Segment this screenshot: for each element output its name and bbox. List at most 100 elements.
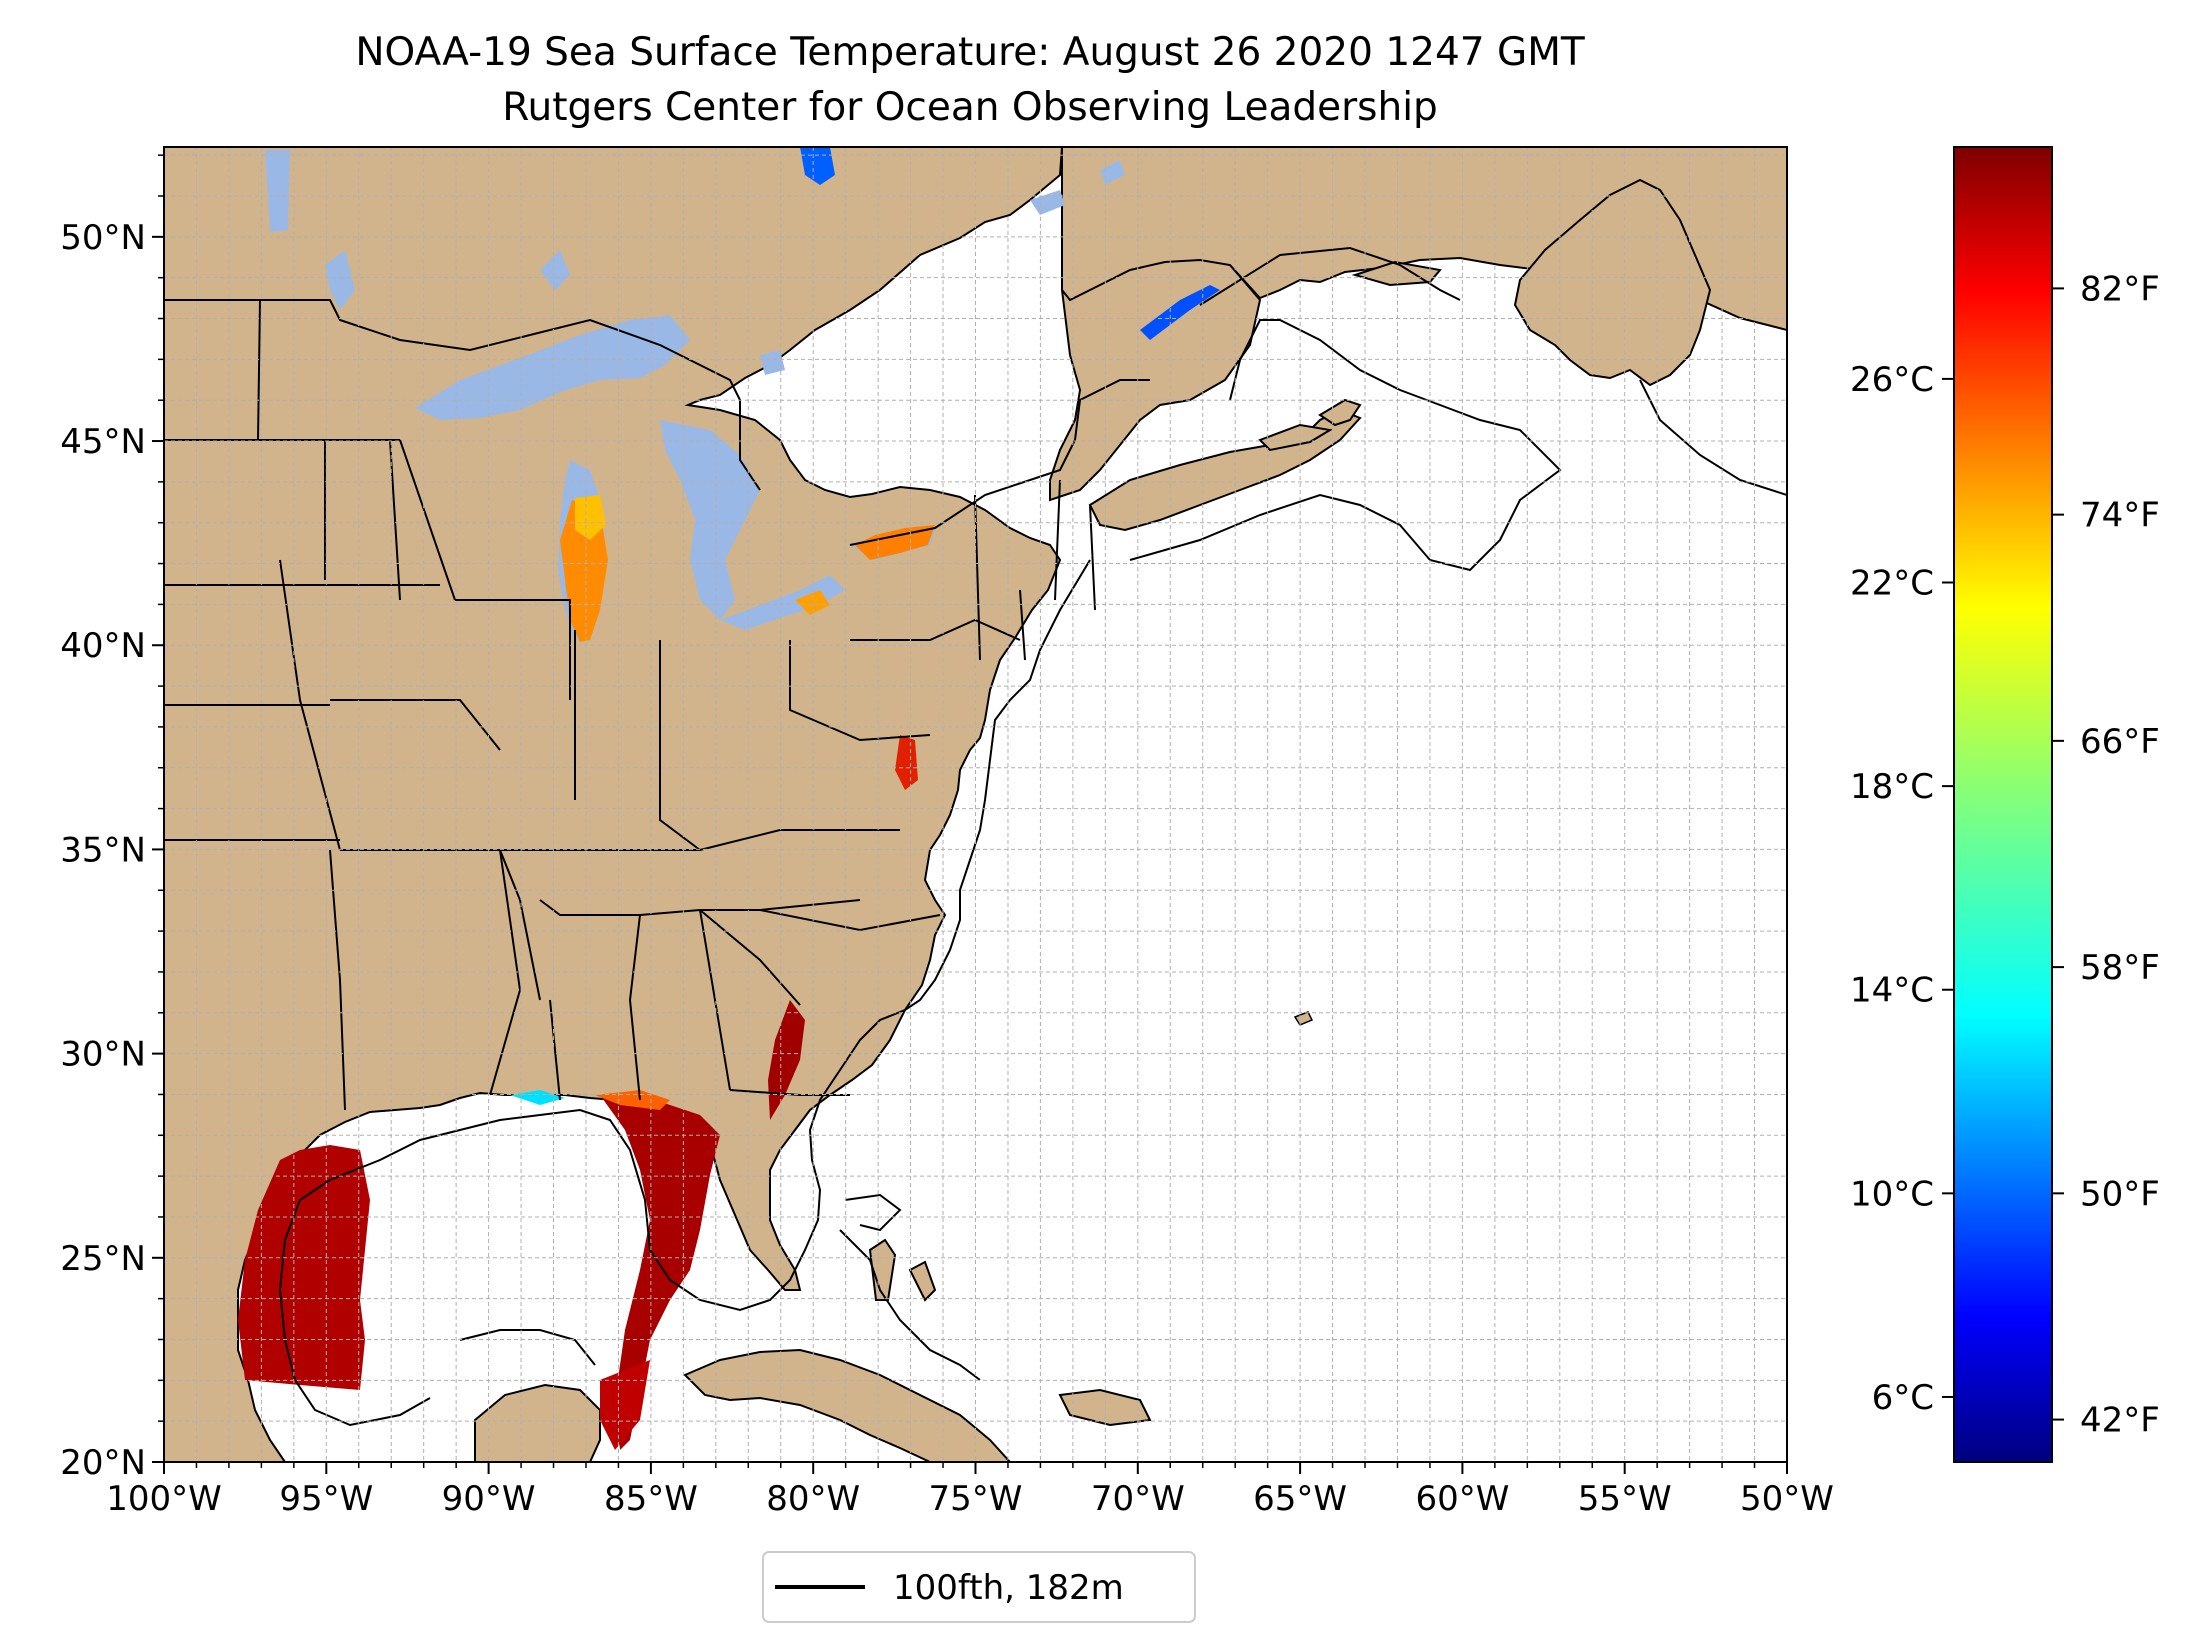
isobath-gulf bbox=[278, 1108, 651, 1427]
cb-c-label: 26°C bbox=[1850, 360, 1934, 400]
lake-huron bbox=[660, 420, 760, 620]
lake-nipigon bbox=[540, 250, 570, 290]
legend-box bbox=[762, 1551, 1196, 1623]
state-line-10 bbox=[330, 699, 501, 751]
lake-nipissing bbox=[760, 350, 785, 375]
state-line-17 bbox=[549, 999, 561, 1101]
cb-c-label: 10°C bbox=[1850, 1174, 1934, 1214]
us-canada-border bbox=[164, 299, 761, 491]
cb-f-label: 58°F bbox=[2080, 948, 2160, 988]
cb-c-label: 14°C bbox=[1850, 971, 1934, 1011]
x-tick-label: 90°W bbox=[442, 1479, 536, 1519]
state-line-30 bbox=[389, 439, 401, 601]
x-tick-label: 80°W bbox=[766, 1479, 860, 1519]
state-line-5 bbox=[257, 299, 261, 441]
lake-winnipeg-area bbox=[325, 250, 355, 310]
state-line-12 bbox=[489, 849, 522, 1096]
sst-lake-erie-east bbox=[795, 590, 830, 615]
state-line-19 bbox=[699, 909, 731, 1091]
state-line-25 bbox=[1019, 589, 1026, 661]
sst-chesapeake bbox=[895, 735, 918, 790]
pei-land bbox=[1258, 423, 1333, 452]
sst-retrievals bbox=[238, 147, 1220, 1450]
cb-c-label: 18°C bbox=[1850, 767, 1934, 807]
cb-c-label: 6°C bbox=[1872, 1378, 1934, 1418]
sst-lake-superior-north bbox=[800, 147, 835, 185]
state-line-27 bbox=[1054, 479, 1061, 601]
state-line-9 bbox=[455, 599, 571, 700]
colorbar-fahrenheit-ticks: 42°F 50°F 58°F 66°F 74°F 82°F bbox=[2052, 269, 2160, 1441]
x-tick-label: 55°W bbox=[1578, 1479, 1672, 1519]
y-tick-label: 40°N bbox=[60, 626, 146, 666]
y-axis: 20°N 25°N 30°N 35°N 40°N 45°N 50°N bbox=[60, 154, 164, 1483]
isobath-gulf-of-maine bbox=[1199, 246, 1461, 306]
state-line-14 bbox=[659, 640, 701, 851]
isobath-labrador bbox=[1639, 379, 1787, 496]
sst-gulf-coast-cyan bbox=[510, 1090, 565, 1105]
map-title: NOAA-19 Sea Surface Temperature: August … bbox=[355, 30, 1585, 75]
cb-c-label: 22°C bbox=[1850, 564, 1934, 604]
lake-erie bbox=[720, 575, 845, 630]
y-tick-label: 35°N bbox=[60, 830, 146, 870]
legend: 100fth, 182m bbox=[762, 1551, 1196, 1623]
sable-bermuda-land bbox=[1293, 1011, 1314, 1026]
cuba-land bbox=[683, 1348, 1012, 1462]
state-line-20 bbox=[729, 1089, 850, 1096]
nova-scotia-land bbox=[1088, 408, 1362, 532]
y-tick-label: 25°N bbox=[60, 1239, 146, 1279]
colorbar-celsius-ticks: 6°C 10°C 14°C 18°C 22°C 26°C bbox=[1850, 360, 1954, 1418]
isobath-bahamas bbox=[839, 1193, 981, 1381]
x-tick-label: 75°W bbox=[929, 1479, 1023, 1519]
colorbar: 42°F 50°F 58°F 66°F 74°F 82°F 6°C 10°C 14°C 18°C… bbox=[1850, 146, 2160, 1463]
x-tick-label: 100°W bbox=[106, 1479, 222, 1519]
x-tick-label: 65°W bbox=[1253, 1479, 1347, 1519]
lakes-small-1 bbox=[265, 150, 290, 232]
cb-f-label: 66°F bbox=[2080, 722, 2160, 762]
map-panel bbox=[163, 146, 1788, 1463]
legend-label: 100fth, 182m bbox=[893, 1568, 1124, 1608]
state-line-23 bbox=[789, 640, 931, 742]
cb-f-label: 42°F bbox=[2080, 1401, 2160, 1441]
state-line-11 bbox=[340, 849, 541, 1001]
colorbar-gradient bbox=[1953, 146, 2053, 1463]
cb-f-label: 74°F bbox=[2080, 496, 2160, 536]
x-tick-label: 85°W bbox=[604, 1479, 698, 1519]
bahamas-land-1 bbox=[868, 1238, 897, 1301]
x-axis: 100°W 95°W 90°W 85°W 80°W 75°W 70°W 65°W 60°W 55°… bbox=[106, 1462, 1834, 1519]
y-tick-label: 45°N bbox=[60, 422, 146, 462]
cb-f-label: 82°F bbox=[2080, 269, 2160, 309]
bahamas-land-2 bbox=[908, 1260, 937, 1302]
x-tick-label: 95°W bbox=[279, 1479, 373, 1519]
lakes-small-3 bbox=[1100, 160, 1125, 185]
x-tick-label: 60°W bbox=[1415, 1479, 1509, 1519]
north-america-land bbox=[164, 147, 1064, 1462]
y-tick-label: 50°N bbox=[60, 218, 146, 258]
sst-gulf-east bbox=[600, 1095, 720, 1450]
state-line-18 bbox=[628, 914, 641, 1101]
y-tick-label: 20°N bbox=[60, 1443, 146, 1483]
sst-florida-straits bbox=[600, 1360, 650, 1450]
state-line-21 bbox=[699, 909, 801, 1006]
sst-sab bbox=[768, 1000, 805, 1120]
sst-st-lawrence bbox=[1140, 285, 1220, 340]
state-line-26 bbox=[974, 494, 981, 661]
political-boundaries bbox=[164, 299, 1150, 1111]
x-tick-label: 50°W bbox=[1740, 1479, 1834, 1519]
state-line-8 bbox=[399, 439, 456, 601]
state-line-16 bbox=[539, 899, 861, 916]
y-tick-label: 30°N bbox=[60, 1035, 146, 1075]
gridlines bbox=[164, 147, 1787, 1462]
sst-gulf-west bbox=[238, 1145, 370, 1390]
map-subtitle: Rutgers Center for Ocean Observing Leade… bbox=[502, 85, 1438, 130]
sst-lake-michigan-north bbox=[575, 495, 606, 540]
sst-lake-ontario bbox=[855, 525, 935, 560]
state-line-24 bbox=[850, 618, 1021, 641]
state-line-15 bbox=[500, 829, 900, 851]
x-tick-label: 70°W bbox=[1091, 1479, 1185, 1519]
state-line-29 bbox=[329, 849, 346, 1111]
sst-lake-michigan-south bbox=[560, 500, 608, 642]
lake-superior bbox=[415, 315, 690, 420]
state-line-22 bbox=[759, 909, 941, 932]
cb-f-label: 50°F bbox=[2080, 1174, 2160, 1214]
